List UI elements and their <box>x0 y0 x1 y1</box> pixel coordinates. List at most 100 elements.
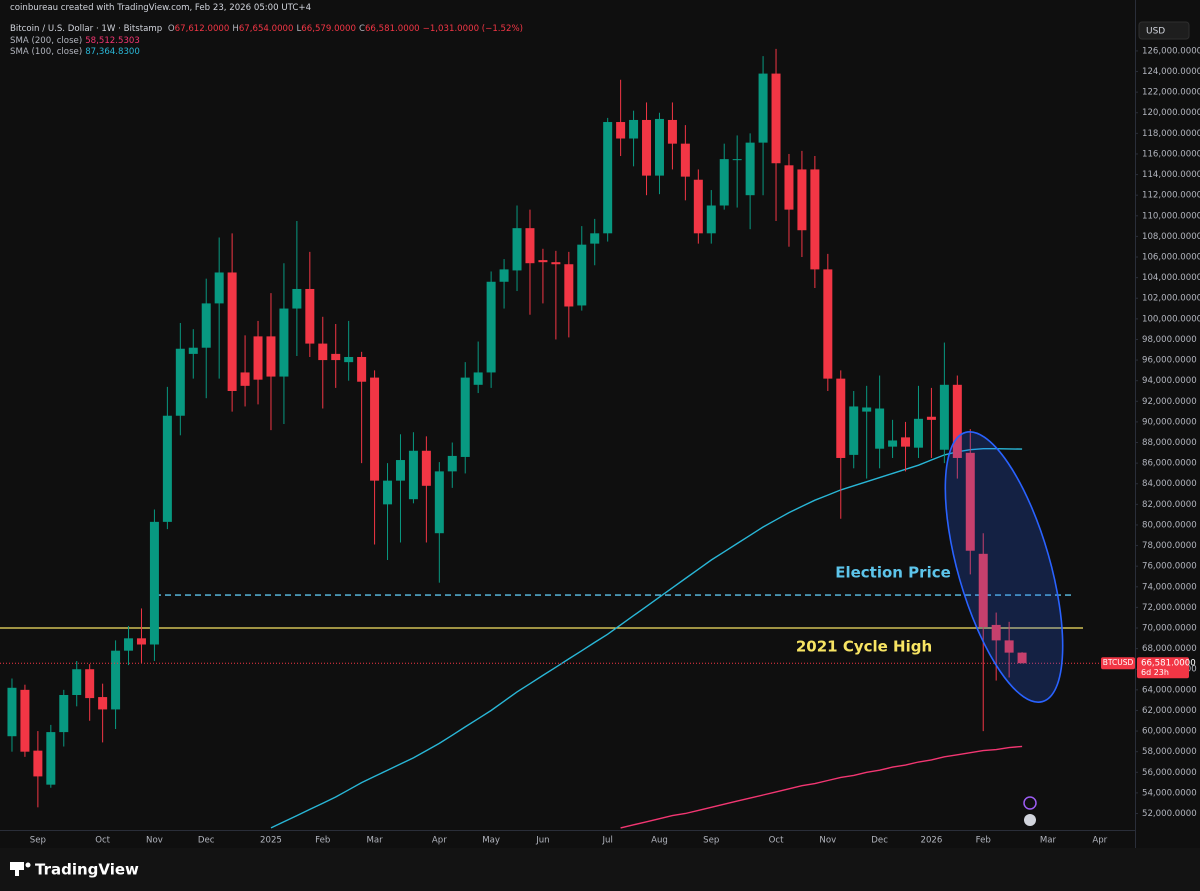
candle-body <box>421 450 431 486</box>
candle-body <box>473 372 483 385</box>
x-tick-label: Jul <box>601 836 612 846</box>
symbol-tag-text: BTCUSD <box>1103 658 1134 667</box>
candle-body <box>447 455 457 472</box>
candle-body <box>810 169 820 270</box>
candle-body <box>149 521 159 645</box>
reference-label: 2021 Cycle High <box>796 638 932 656</box>
sma-legend: SMA (100, close) 87,364.8300 <box>10 47 143 57</box>
candle-body <box>499 269 509 282</box>
tradingview-logo <box>10 862 31 876</box>
y-tick-label: 122,000.0000 <box>1142 88 1200 98</box>
candle-body <box>98 697 108 710</box>
candle-body <box>758 73 768 143</box>
currency-label: USD <box>1146 27 1165 37</box>
y-tick-label: 74,000.0000 <box>1142 582 1197 592</box>
candle-body <box>253 336 263 380</box>
candle-body <box>59 695 69 733</box>
candle-body <box>20 689 30 752</box>
price-tag-text: 66,581.0000 <box>1141 659 1196 669</box>
y-tick-label: 92,000.0000 <box>1142 397 1197 407</box>
candle-body <box>136 638 146 645</box>
x-tick-label: May <box>482 836 500 846</box>
candle-body <box>162 415 172 522</box>
ohlc-key: C <box>358 24 365 34</box>
footer-logo-text: TradingView <box>35 861 139 879</box>
event-icon[interactable] <box>1024 814 1036 826</box>
x-tick-label: Dec <box>198 836 215 846</box>
x-tick-label: Aug <box>651 836 668 846</box>
y-tick-label: 94,000.0000 <box>1142 376 1197 386</box>
candle-body <box>266 336 276 377</box>
x-tick-label: Oct <box>769 836 784 846</box>
candle-body <box>486 281 496 373</box>
x-tick-label: 2025 <box>260 836 282 846</box>
y-tick-label: 90,000.0000 <box>1142 417 1197 427</box>
candle-body <box>732 159 742 161</box>
x-tick-label: Nov <box>146 836 163 846</box>
ohlc-key: H <box>232 24 239 34</box>
candle-body <box>784 165 794 210</box>
candle-body <box>214 272 224 304</box>
x-tick-label: Dec <box>871 836 888 846</box>
candle-body <box>952 384 962 458</box>
candle-body <box>46 732 56 785</box>
symbol-legend: Bitcoin / U.S. Dollar · 1W · Bitstamp O6… <box>10 24 526 34</box>
sma-line <box>620 745 1023 829</box>
sma-name: SMA (200, close) <box>10 36 83 46</box>
x-tick-label: Oct <box>95 836 110 846</box>
candle-body <box>629 119 639 139</box>
candle-body <box>201 303 211 348</box>
symbol-tag <box>1101 657 1135 670</box>
x-tick-label: Mar <box>1040 836 1057 846</box>
candle-body <box>577 244 587 306</box>
candle-body <box>395 460 405 481</box>
candle-body <box>1004 640 1014 653</box>
candle-body <box>318 343 328 361</box>
candle-body <box>926 416 936 420</box>
currency-button[interactable] <box>1138 21 1190 40</box>
y-tick-label: 108,000.0000 <box>1142 232 1200 242</box>
y-tick-label: 60,000.0000 <box>1142 727 1197 737</box>
y-tick-label: 126,000.0000 <box>1142 46 1200 56</box>
y-tick-label: 56,000.0000 <box>1142 768 1197 778</box>
candle-body <box>991 624 1001 641</box>
x-tick-label: 2026 <box>920 836 942 846</box>
x-tick-label: Sep <box>703 836 719 846</box>
candle-body <box>240 372 250 386</box>
ohlc-value: 67,654.0000 <box>238 24 294 34</box>
y-tick-label: 124,000.0000 <box>1142 67 1200 77</box>
candle-body <box>124 638 134 651</box>
symbol-title: Bitcoin / U.S. Dollar · 1W · Bitstamp <box>10 24 163 34</box>
candle-body <box>706 205 716 234</box>
y-tick-label: 52,000.0000 <box>1142 809 1197 819</box>
candle-body <box>85 669 95 699</box>
plot-area <box>0 48 1135 829</box>
x-tick-label: Apr <box>432 836 447 846</box>
event-icon[interactable] <box>1023 796 1037 810</box>
candle-body <box>680 143 690 177</box>
candle-body <box>227 272 237 391</box>
sma-value: 87,364.8300 <box>85 47 140 57</box>
candle-body <box>408 450 418 500</box>
y-tick-label: 58,000.0000 <box>1142 747 1197 757</box>
candle-body <box>512 228 522 271</box>
candle-body <box>939 384 949 450</box>
y-tick-label: 118,000.0000 <box>1142 129 1200 139</box>
candle-body <box>719 159 729 206</box>
x-tick-label: Nov <box>819 836 836 846</box>
y-tick-label: 116,000.0000 <box>1142 149 1200 159</box>
candle-body <box>357 356 367 382</box>
y-tick-label: 62,000.0000 <box>1142 706 1197 716</box>
candle-body <box>797 169 807 231</box>
candle-body <box>745 142 755 196</box>
x-tick-label: Apr <box>1092 836 1107 846</box>
y-tick-label: 88,000.0000 <box>1142 438 1197 448</box>
sma-name: SMA (100, close) <box>10 47 83 57</box>
change-value: −1,031.0000 (−1.52%) <box>422 24 523 34</box>
y-tick-label: 104,000.0000 <box>1142 273 1200 283</box>
ohlc-value: 66,581.0000 <box>364 24 420 34</box>
candle-body <box>901 437 911 447</box>
candle-body <box>72 669 82 695</box>
